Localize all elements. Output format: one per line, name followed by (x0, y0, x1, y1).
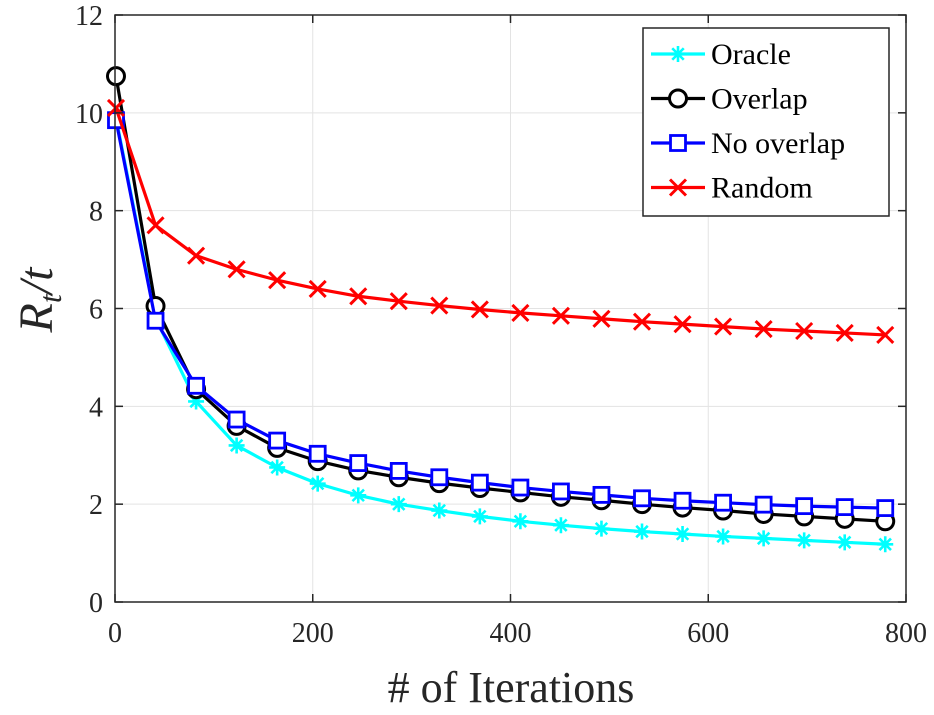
series-line-random (114, 107, 886, 337)
legend-marker-random (668, 178, 688, 197)
svg-text:Rt/t: Rt/t (10, 266, 68, 334)
data-point-oracle (715, 528, 732, 545)
data-point-oracle (350, 487, 367, 504)
data-point-oracle (755, 530, 772, 547)
y-tick-label: 8 (89, 197, 103, 228)
legend-item-oracle: Oracle (651, 38, 791, 71)
y-tick-label: 2 (89, 490, 103, 521)
legend-label-overlap: Overlap (711, 83, 808, 116)
data-point-random (268, 271, 287, 290)
x-tick-label: 600 (687, 618, 729, 649)
x-tick-label: 200 (292, 618, 334, 649)
data-point-no-overlap (552, 482, 570, 501)
y-axis-title-sub: t (32, 293, 68, 303)
data-point-oracle (593, 520, 610, 537)
legend-item-random: Random (651, 172, 813, 205)
x-tick-label: 800 (885, 618, 927, 649)
data-point-no-overlap (349, 454, 368, 472)
data-point-no-overlap (673, 491, 692, 510)
data-point-no-overlap (227, 410, 246, 429)
data-point-oracle (674, 526, 691, 543)
data-point-oracle (390, 496, 407, 513)
data-point-oracle (512, 513, 529, 530)
data-point-no-overlap (876, 499, 895, 517)
data-point-oracle (634, 523, 651, 540)
data-point-no-overlap (430, 468, 449, 487)
data-point-oracle (431, 502, 448, 519)
legend-label-oracle: Oracle (711, 38, 791, 71)
data-point-oracle (796, 532, 813, 549)
x-tick-label: 400 (490, 618, 532, 649)
data-point-no-overlap (835, 498, 854, 517)
y-tick-label: 0 (89, 588, 103, 619)
data-point-oracle (309, 475, 326, 492)
data-point-random (470, 300, 489, 319)
data-point-random (795, 321, 814, 341)
data-point-random (632, 312, 652, 331)
data-point-no-overlap (470, 473, 489, 492)
data-point-random (835, 323, 854, 343)
data-point-no-overlap (187, 376, 205, 395)
legend-label-random: Random (711, 172, 813, 205)
data-point-no-overlap (633, 489, 651, 508)
data-point-no-overlap (592, 485, 611, 504)
series-layer (105, 66, 896, 553)
data-point-no-overlap (389, 462, 408, 480)
data-point-oracle (877, 536, 894, 553)
ticks (114, 14, 907, 603)
data-point-random (876, 325, 895, 344)
data-point-no-overlap (146, 311, 165, 330)
data-point-oracle (188, 393, 205, 410)
data-point-random (227, 260, 246, 279)
data-point-oracle (836, 534, 853, 551)
data-point-random (187, 246, 206, 265)
data-point-random (673, 315, 692, 334)
data-point-random (389, 292, 408, 311)
legend-item-overlap: Overlap (651, 83, 808, 116)
data-point-random (430, 296, 449, 315)
data-point-oracle (228, 437, 245, 454)
data-point-random (511, 303, 530, 322)
data-point-no-overlap (511, 478, 530, 497)
data-point-no-overlap (268, 431, 287, 450)
legend-marker-oracle (670, 46, 686, 62)
y-tick-label: 4 (89, 392, 103, 423)
data-point-random (714, 317, 733, 336)
series-random (106, 98, 895, 344)
data-point-oracle (269, 459, 286, 476)
data-point-random (754, 319, 773, 339)
legend-marker-overlap (668, 88, 688, 109)
y-tick-label: 10 (75, 99, 103, 130)
data-point-oracle (471, 508, 488, 525)
data-point-random (592, 309, 611, 328)
data-point-no-overlap (714, 493, 732, 512)
legend-label-no-overlap: No overlap (711, 127, 845, 160)
data-point-random (551, 306, 570, 325)
y-tick-label: 6 (89, 295, 103, 326)
legend-item-no-overlap: No overlap (651, 127, 845, 160)
data-point-random (308, 279, 327, 298)
data-point-oracle (552, 517, 569, 534)
data-point-random (146, 216, 165, 235)
data-point-no-overlap (754, 495, 773, 514)
tick-labels: 0 200 400 600 800 0 2 4 6 8 10 12 (75, 1, 927, 649)
series-no-overlap (107, 111, 895, 517)
y-axis-title-rest: /t (10, 266, 63, 297)
y-axis-title-main: R (10, 303, 63, 333)
data-point-no-overlap (308, 444, 327, 463)
y-tick-label: 12 (75, 1, 103, 32)
y-axis-title: Rt/t (10, 266, 68, 334)
data-point-random (349, 287, 368, 306)
data-point-overlap (105, 66, 126, 87)
legend: Oracle Overlap No overlap Random (642, 27, 890, 217)
legend-marker-no-overlap (669, 134, 687, 152)
x-axis-title: # of Iterations (388, 663, 635, 712)
x-tick-label: 0 (108, 618, 122, 649)
data-point-no-overlap (795, 497, 814, 516)
